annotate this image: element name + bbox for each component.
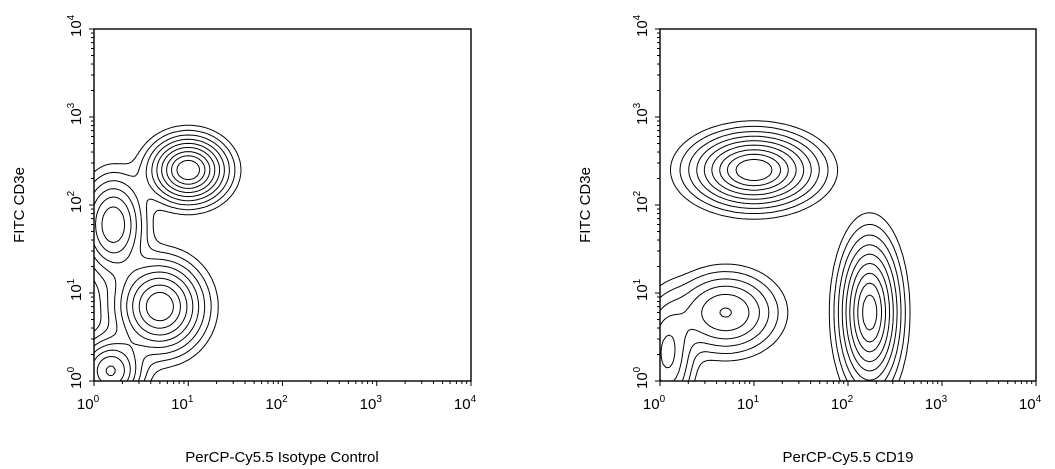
y-axis-title: FITC CD3e: [11, 167, 28, 243]
x-axis-title: PerCP-Cy5.5 CD19: [783, 449, 914, 466]
y-tick-label: 104: [66, 14, 85, 37]
y-tick-label: 103: [66, 102, 85, 125]
x-tick-label: 104: [1019, 394, 1042, 413]
contour-level: [176, 159, 201, 181]
contour-level: [660, 140, 894, 372]
x-tick-label: 101: [171, 394, 194, 413]
y-tick-label: 104: [632, 14, 651, 37]
contour-level: [726, 153, 882, 343]
contour-level: [93, 124, 242, 382]
contour-level: [93, 134, 230, 382]
contour-level: [659, 125, 906, 382]
x-tick-label: 103: [360, 394, 383, 413]
y-tick-label: 100: [66, 366, 85, 389]
x-tick-label: 103: [925, 394, 948, 413]
x-tick-label: 102: [265, 394, 288, 413]
x-tick-label: 102: [831, 394, 854, 413]
contour-level: [719, 149, 886, 353]
axis-ticks: 100 101 102 103 104 100 101 102 103 104: [66, 14, 477, 413]
y-tick-label: 102: [66, 190, 85, 213]
y-axis-title: FITC CD3e: [577, 167, 594, 243]
contour-level: [735, 158, 878, 331]
plot-isotype-control: 100 101 102 103 104 100 101 102 103 104 PerCP-Cy5…: [11, 14, 477, 466]
plot-cd19: 100 101 102 103 104 100 101 102 103 104 PerCP-Cy5…: [577, 14, 1042, 466]
contour-level: [659, 131, 902, 382]
plot-frame: [659, 28, 1037, 382]
contour-level: [711, 144, 890, 363]
contour-level: [93, 138, 225, 382]
contour-level: [105, 151, 211, 377]
y-tick-label: 100: [632, 366, 651, 389]
contour-level: [145, 155, 206, 322]
contour-lines: [659, 120, 911, 382]
axis-ticks: 100 101 102 103 104 100 101 102 103 104: [632, 14, 1042, 413]
x-axis-title: PerCP-Cy5.5 Isotype Control: [185, 449, 378, 466]
x-tick-label: 100: [643, 394, 666, 413]
x-tick-label: 100: [77, 394, 100, 413]
y-tick-label: 101: [66, 278, 85, 301]
y-tick-label: 103: [632, 102, 651, 125]
contour-level: [659, 135, 898, 382]
contour-lines: [93, 124, 242, 382]
plot-frame: [93, 28, 472, 382]
x-tick-label: 104: [454, 394, 477, 413]
y-tick-label: 102: [632, 190, 651, 213]
y-tick-label: 101: [632, 278, 651, 301]
contour-level: [659, 120, 911, 382]
contour-level: [96, 146, 216, 382]
x-tick-label: 101: [737, 394, 760, 413]
